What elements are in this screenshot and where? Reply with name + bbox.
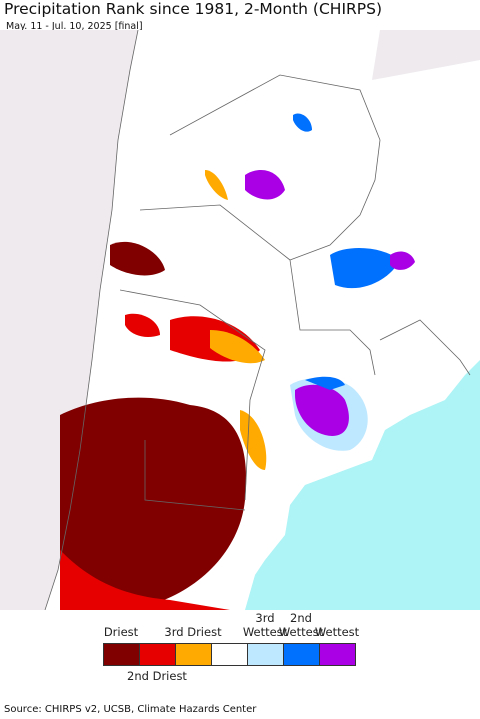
dry-area <box>240 410 267 470</box>
legend-label: 2nd Wettest <box>278 611 324 639</box>
driest-area <box>60 397 247 606</box>
border <box>119 289 266 501</box>
chile-pacific <box>0 30 138 610</box>
legend-swatch <box>103 643 140 666</box>
legend-swatch <box>247 643 284 666</box>
border <box>139 204 291 261</box>
wet-area <box>293 113 312 132</box>
border <box>144 440 246 511</box>
title: Precipitation Rank since 1981, 2-Month (… <box>4 0 383 18</box>
border <box>289 259 376 376</box>
dry-area <box>110 241 165 276</box>
wet-area <box>245 170 285 200</box>
legend-swatch <box>283 643 320 666</box>
border <box>379 319 471 376</box>
legend-label: 3rd Driest <box>164 625 222 639</box>
legend-swatch <box>139 643 176 666</box>
borders <box>44 30 471 610</box>
region <box>372 30 480 80</box>
subtitle: May. 11 - Jul. 10, 2025 [final] <box>6 21 143 32</box>
wet-area <box>305 376 345 390</box>
legend-swatch <box>319 643 356 666</box>
legend-label: Wettest <box>314 625 360 639</box>
legend-swatch <box>175 643 212 666</box>
dry-area <box>60 550 230 610</box>
legend-label: 3rd Wettest <box>242 611 288 639</box>
source: Source: CHIRPS v2, UCSB, Climate Hazards… <box>4 704 257 715</box>
wet-area <box>295 384 349 436</box>
map <box>0 30 480 610</box>
dry-area <box>125 313 160 337</box>
legend-label: 2nd Driest <box>127 669 187 683</box>
wet-area <box>330 248 400 289</box>
border <box>44 30 139 610</box>
legend-label: Driest <box>103 625 139 639</box>
dry-area <box>210 330 265 364</box>
ocean <box>245 360 480 610</box>
wet-area <box>390 251 415 270</box>
dry-area <box>205 170 228 200</box>
border <box>169 74 381 261</box>
legend-swatch <box>211 643 248 666</box>
